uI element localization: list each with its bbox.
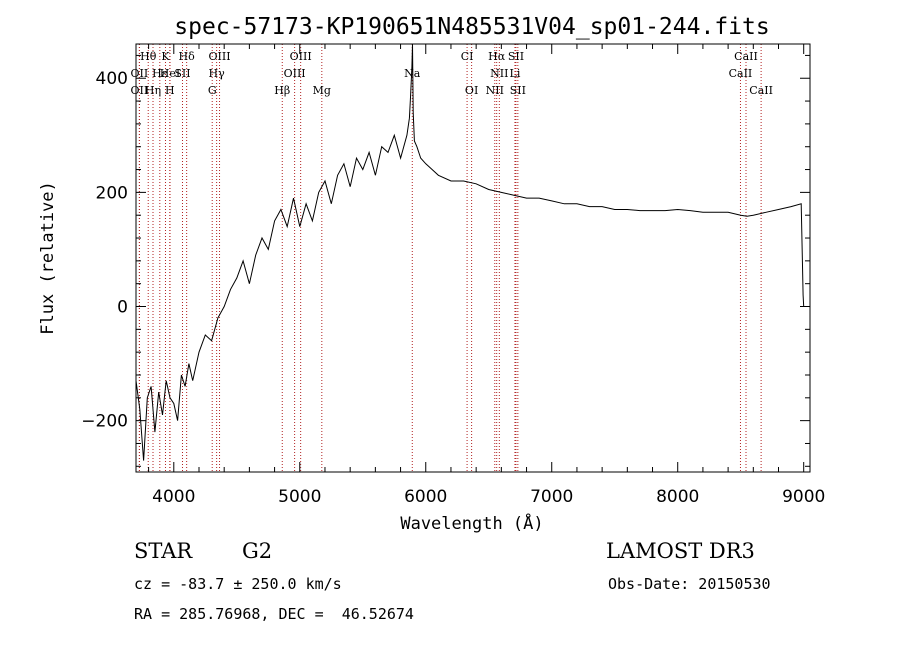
line-label: OIII — [290, 50, 312, 63]
line-label: G — [208, 84, 217, 97]
line-label: Li — [510, 67, 521, 80]
line-label: K — [161, 50, 170, 63]
y-tick-label: 0 — [117, 298, 128, 318]
line-label: CaII — [749, 84, 773, 97]
y-tick-label: −200 — [81, 412, 128, 432]
redshift-velocity: cz = -83.7 ± 250.0 km/s — [134, 575, 342, 593]
line-label: OIII — [208, 50, 230, 63]
y-tick-label: 400 — [96, 69, 128, 89]
line-label: Hη — [145, 84, 161, 97]
line-label: CaII — [729, 67, 753, 80]
line-label: H — [165, 84, 175, 97]
x-axis-ticks: 4000 5000 6000 7000 8000 9000 — [149, 44, 826, 507]
object-subclass: G2 — [242, 539, 272, 563]
line-label: Hδ — [179, 50, 196, 63]
y-tick-label: 200 — [96, 183, 128, 203]
spectrum-line — [136, 44, 804, 461]
line-label: NII — [486, 84, 504, 97]
line-label: Hγ — [209, 67, 226, 80]
object-class: STAR — [134, 539, 192, 563]
line-label: Hθ — [140, 50, 157, 63]
x-tick-label: 9000 — [782, 487, 825, 507]
x-tick-label: 6000 — [404, 487, 447, 507]
x-axis-label: Wavelength (Å) — [400, 512, 543, 534]
plot-frame — [136, 44, 810, 472]
line-label: SII — [174, 67, 190, 80]
line-label: NII — [490, 67, 508, 80]
chart-title: spec-57173-KP190651N485531V04_sp01-244.f… — [174, 14, 769, 40]
line-label: OIII — [284, 67, 306, 80]
line-label: Hβ — [274, 84, 290, 97]
x-tick-label: 5000 — [278, 487, 321, 507]
x-tick-label: 7000 — [530, 487, 573, 507]
line-label: Mg — [313, 84, 331, 97]
x-tick-label: 8000 — [656, 487, 699, 507]
line-label: CI — [461, 50, 474, 63]
line-label: SII — [510, 84, 526, 97]
coordinates: RA = 285.76968, DEC = 46.52674 — [134, 605, 414, 623]
observation-date: Obs-Date: 20150530 — [608, 575, 771, 593]
emission-line-markers — [139, 44, 761, 472]
line-label: SII — [508, 50, 524, 63]
y-axis-ticks: −200 0 200 400 — [81, 55, 810, 466]
line-label: OI — [465, 84, 478, 97]
survey-name: LAMOST DR3 — [606, 539, 755, 563]
line-label: Hα — [488, 50, 506, 63]
line-label: CaII — [734, 50, 758, 63]
x-tick-label: 4000 — [152, 487, 195, 507]
y-axis-label: Flux (relative) — [38, 181, 58, 335]
